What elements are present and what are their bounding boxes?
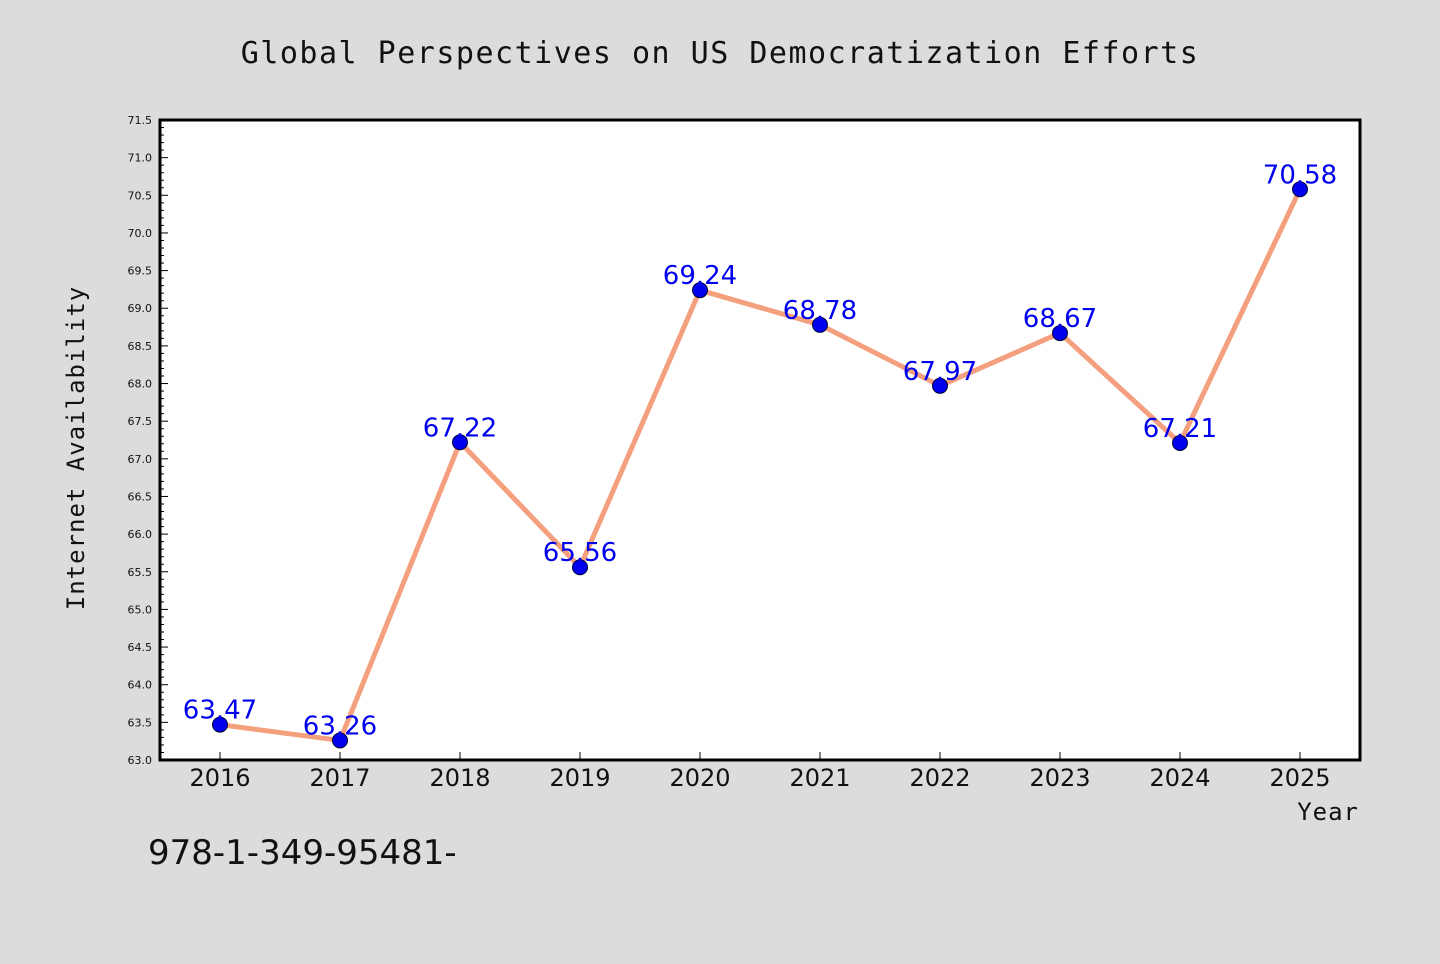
y-tick-label: 69.0 bbox=[128, 302, 153, 315]
x-tick-label: 2021 bbox=[789, 764, 850, 792]
x-tick-label: 2018 bbox=[429, 764, 490, 792]
data-label: 63.26 bbox=[303, 711, 377, 741]
data-point bbox=[452, 434, 468, 451]
y-tick-label: 70.5 bbox=[128, 189, 153, 202]
x-tick-label: 2023 bbox=[1029, 764, 1090, 792]
y-tick-label: 66.0 bbox=[128, 528, 153, 541]
data-label: 65.56 bbox=[543, 538, 617, 568]
y-tick-label: 67.5 bbox=[128, 415, 153, 428]
x-tick-label: 2016 bbox=[189, 764, 250, 792]
y-tick-label: 65.0 bbox=[128, 603, 153, 616]
y-tick-label: 63.0 bbox=[128, 754, 153, 767]
y-tick-label: 69.5 bbox=[128, 265, 153, 278]
data-label: 63.47 bbox=[183, 696, 257, 726]
y-tick-label: 64.0 bbox=[128, 679, 153, 692]
x-tick-label: 2017 bbox=[309, 764, 370, 792]
x-tick-label: 2019 bbox=[549, 764, 610, 792]
y-tick-label: 68.5 bbox=[128, 340, 153, 353]
y-tick-label: 66.5 bbox=[128, 490, 153, 503]
data-point bbox=[692, 282, 708, 299]
y-tick-label: 71.5 bbox=[128, 114, 153, 127]
plot-frame bbox=[158, 118, 1362, 762]
chart-title: Global Perspectives on US Democratizatio… bbox=[241, 36, 1200, 71]
data-label: 70.58 bbox=[1263, 160, 1337, 190]
data-point bbox=[212, 716, 228, 733]
plot-area bbox=[160, 120, 1360, 760]
data-label: 68.78 bbox=[783, 296, 857, 326]
x-tick-label: 2025 bbox=[1269, 764, 1330, 792]
y-tick-label: 65.5 bbox=[128, 566, 153, 579]
y-tick-label: 63.5 bbox=[128, 716, 153, 729]
series-line bbox=[217, 186, 1303, 743]
y-tick-label: 70.0 bbox=[128, 227, 153, 240]
data-point bbox=[1052, 325, 1068, 342]
data-label: 67.97 bbox=[903, 357, 977, 387]
isbn-text: 978-1-349-95481- bbox=[148, 833, 457, 873]
data-point bbox=[812, 316, 828, 333]
data-point bbox=[332, 732, 348, 749]
y-tick-label: 71.0 bbox=[128, 152, 153, 165]
data-label: 69.24 bbox=[663, 261, 737, 291]
x-axis-label: Year bbox=[1297, 798, 1359, 826]
y-tick-label: 68.0 bbox=[128, 378, 153, 391]
x-tick-label: 2022 bbox=[909, 764, 970, 792]
x-tick-label: 2020 bbox=[669, 764, 730, 792]
data-label: 68.67 bbox=[1023, 304, 1097, 334]
data-point bbox=[1292, 181, 1308, 198]
y-axis-label: Internet Availability bbox=[62, 286, 90, 610]
data-point bbox=[1172, 435, 1188, 452]
data-labels-group: 63.47 63.26 67.22 65.56 69.24 68.78 67.97 68.67… bbox=[183, 160, 1337, 741]
x-axis-ticks: 2016 2017 2018 2019 2020 2021 2022 2023 2024 2025 bbox=[189, 752, 1331, 792]
x-tick-label: 2024 bbox=[1149, 764, 1210, 792]
data-label: 67.22 bbox=[423, 413, 497, 443]
series-group bbox=[212, 181, 1308, 749]
data-point bbox=[572, 559, 588, 576]
data-point bbox=[932, 377, 948, 394]
data-label: 67.21 bbox=[1143, 414, 1217, 444]
y-axis-ticks: 63.0 63.5 64.0 64.5 65.0 65.5 66.0 66.5 67.0 67.5… bbox=[128, 114, 168, 767]
y-tick-label: 67.0 bbox=[128, 453, 153, 466]
y-tick-label: 64.5 bbox=[128, 641, 153, 654]
